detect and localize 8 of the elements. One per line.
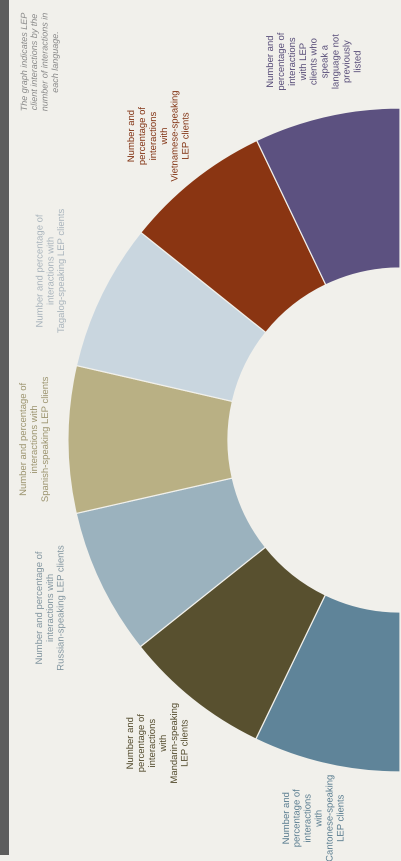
slice-label: Number and percentage of interactions with Spanish-speaking LEP clients bbox=[18, 376, 51, 502]
slice-label: Number and percentage of interactions with Cantonese-speaking LEP clients bbox=[280, 774, 346, 861]
slice-label: Number and percentage of interactions with Mandarin-speaking LEP clients bbox=[125, 702, 191, 784]
category-label: Number and percentage of interactions with LEP clients who speak a language not previously listed bbox=[264, 32, 364, 91]
slice-label: Number and percentage of interactions with Tagalog-speaking LEP clients bbox=[34, 208, 68, 334]
text: The graph indicates LEP client interactions by the number of interactions in each language. bbox=[18, 12, 60, 112]
slice-label: Number and percentage of interactions with Russian-speaking LEP clients bbox=[34, 544, 67, 671]
slice-label: Number and percentage of interactions with Vietnamese-speaking LEP clients bbox=[126, 90, 192, 182]
